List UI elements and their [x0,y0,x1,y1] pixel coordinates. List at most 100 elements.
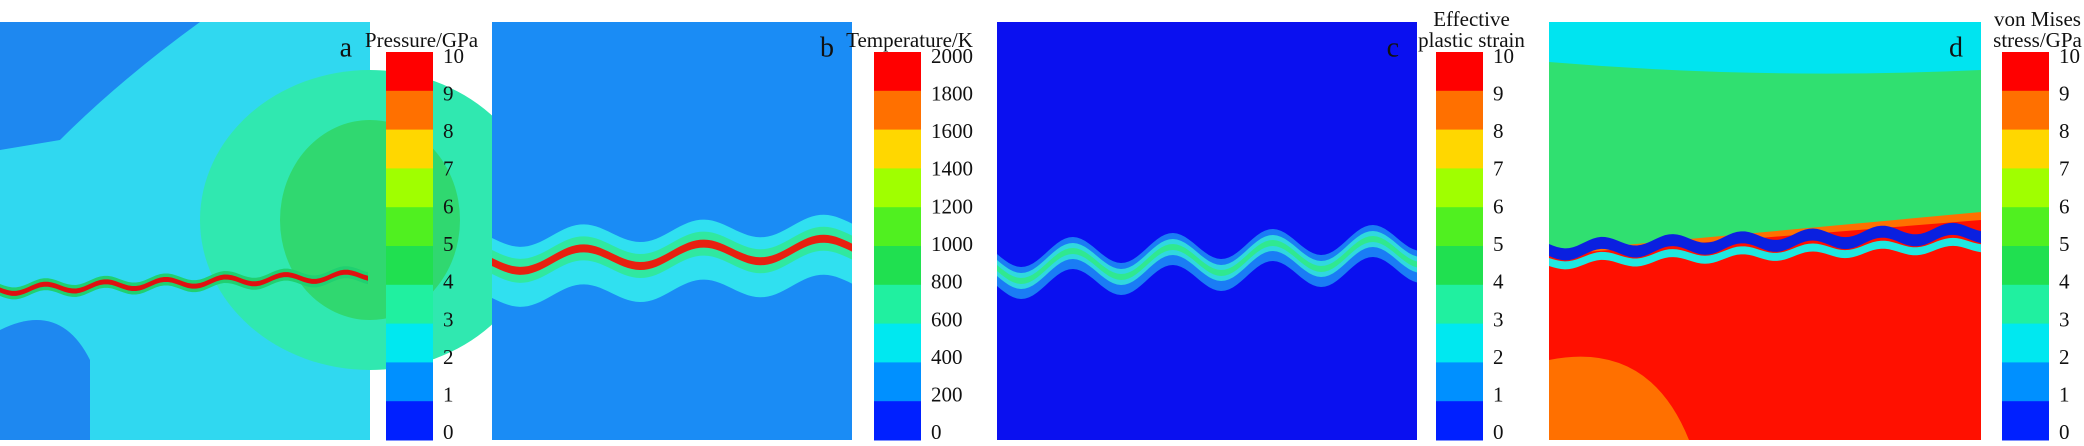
colorbar-title: stress/GPa [1993,28,2082,52]
field [0,269,368,296]
colorbar-tick-label: 800 [931,270,963,294]
colorbar-band [874,362,921,402]
field [1549,237,1981,270]
colorbar-tick-label: 7 [2059,157,2070,181]
colorbar-tick-label: 4 [2059,270,2070,294]
colorbar-tick-label: 2 [443,345,454,369]
colorbar-band [2002,362,2049,402]
field [1549,222,1981,261]
colorbar-band [1436,401,1483,441]
colorbar-tick-label: 0 [931,420,942,444]
colorbar-tick-label: 7 [443,157,454,181]
colorbar-band [874,52,921,92]
colorbar-tick-label: 400 [931,345,963,369]
colorbar-tick-label: 200 [931,383,963,407]
colorbar-band [2002,246,2049,286]
colorbar-band [1436,362,1483,402]
colorbar-band [386,90,433,131]
colorbar-tick-label: 9 [443,81,454,105]
colorbar-tick-label: 5 [2059,232,2070,256]
colorbar-band [386,284,433,325]
colorbar-band [1436,129,1483,169]
colorbar-title: Effective [1433,7,1510,31]
colorbar-band [386,52,433,92]
field [0,320,90,440]
colorbar-tick-label: 9 [2059,81,2070,105]
colorbar-tick-label: 5 [1493,232,1504,256]
panel-label: c [1387,32,1399,63]
panel-label: d [1949,32,1963,63]
field [997,230,1417,290]
colorbar-band [874,207,921,247]
colorbar-band [1436,90,1483,131]
colorbar-band [386,401,433,441]
colorbar-tick-label: 1600 [931,119,973,143]
colorbar-band [386,207,433,247]
colorbar-tick-label: 8 [1493,119,1504,143]
colorbar-band [1436,207,1483,247]
colorbar-tick-label: 3 [443,307,454,331]
colorbar-tick-label: 6 [1493,194,1504,218]
colorbar-tick-label: 2 [1493,345,1504,369]
colorbar-title: Temperature/K [846,28,973,52]
colorbar-tick-label: 10 [1493,44,1514,68]
colorbar-band [874,401,921,441]
colorbar-tick-label: 1 [443,383,454,407]
colorbar-tick-label: 7 [1493,157,1504,181]
field [1549,220,1981,440]
colorbar-band [386,129,433,169]
colorbar-tick-label: 4 [1493,270,1504,294]
colorbar-band [1436,323,1483,363]
colorbar-band [2002,207,2049,247]
panel: b Temperature/K20001800160014001200100080… [492,22,973,444]
colorbar-band [874,323,921,363]
colorbar-band [874,129,921,169]
colorbar-band [386,246,433,286]
colorbar-tick-label: 5 [443,232,454,256]
field [0,22,200,150]
colorbar-tick-label: 3 [2059,307,2070,331]
field [1549,62,1981,252]
colorbar-tick-label: 1400 [931,157,973,181]
colorbar-tick-label: 1000 [931,232,973,256]
panel-label: a [340,32,353,63]
colorbar-tick-label: 6 [443,194,454,218]
colorbar-title: Pressure/GPa [365,28,479,52]
colorbar-band [2002,168,2049,208]
colorbar-tick-label: 9 [1493,81,1504,105]
colorbar-tick-label: 2000 [931,44,973,68]
colorbar-title: von Mises [1994,7,2081,31]
colorbar-band [386,323,433,363]
colorbar-tick-label: 10 [2059,44,2080,68]
colorbar-tick-label: 1800 [931,81,973,105]
colorbar-band [386,362,433,402]
field [997,235,1417,285]
colorbar-band [1436,246,1483,286]
colorbar-band [2002,129,2049,169]
colorbar-band [874,284,921,325]
colorbar-band [386,168,433,208]
colorbar-band [2002,90,2049,131]
colorbar-tick-label: 6 [2059,194,2070,218]
colorbar-band [874,90,921,131]
colorbar-tick-label: 1200 [931,194,973,218]
colorbar-title: plastic strain [1418,28,1525,52]
colorbar-tick-label: 0 [2059,420,2070,444]
colorbar-band [2002,401,2049,441]
colorbar-tick-label: 0 [443,420,454,444]
colorbar-tick-label: 8 [443,119,454,143]
colorbar-tick-label: 3 [1493,307,1504,331]
colorbar-band [1436,284,1483,325]
field [997,22,1417,440]
colorbar-tick-label: 600 [931,307,963,331]
colorbar-tick-label: 2 [2059,345,2070,369]
colorbar-band [874,168,921,208]
colorbar-tick-label: 1 [1493,383,1504,407]
colorbar-tick-label: 1 [2059,383,2070,407]
colorbar-tick-label: 0 [1493,420,1504,444]
panel-label: b [820,32,834,63]
